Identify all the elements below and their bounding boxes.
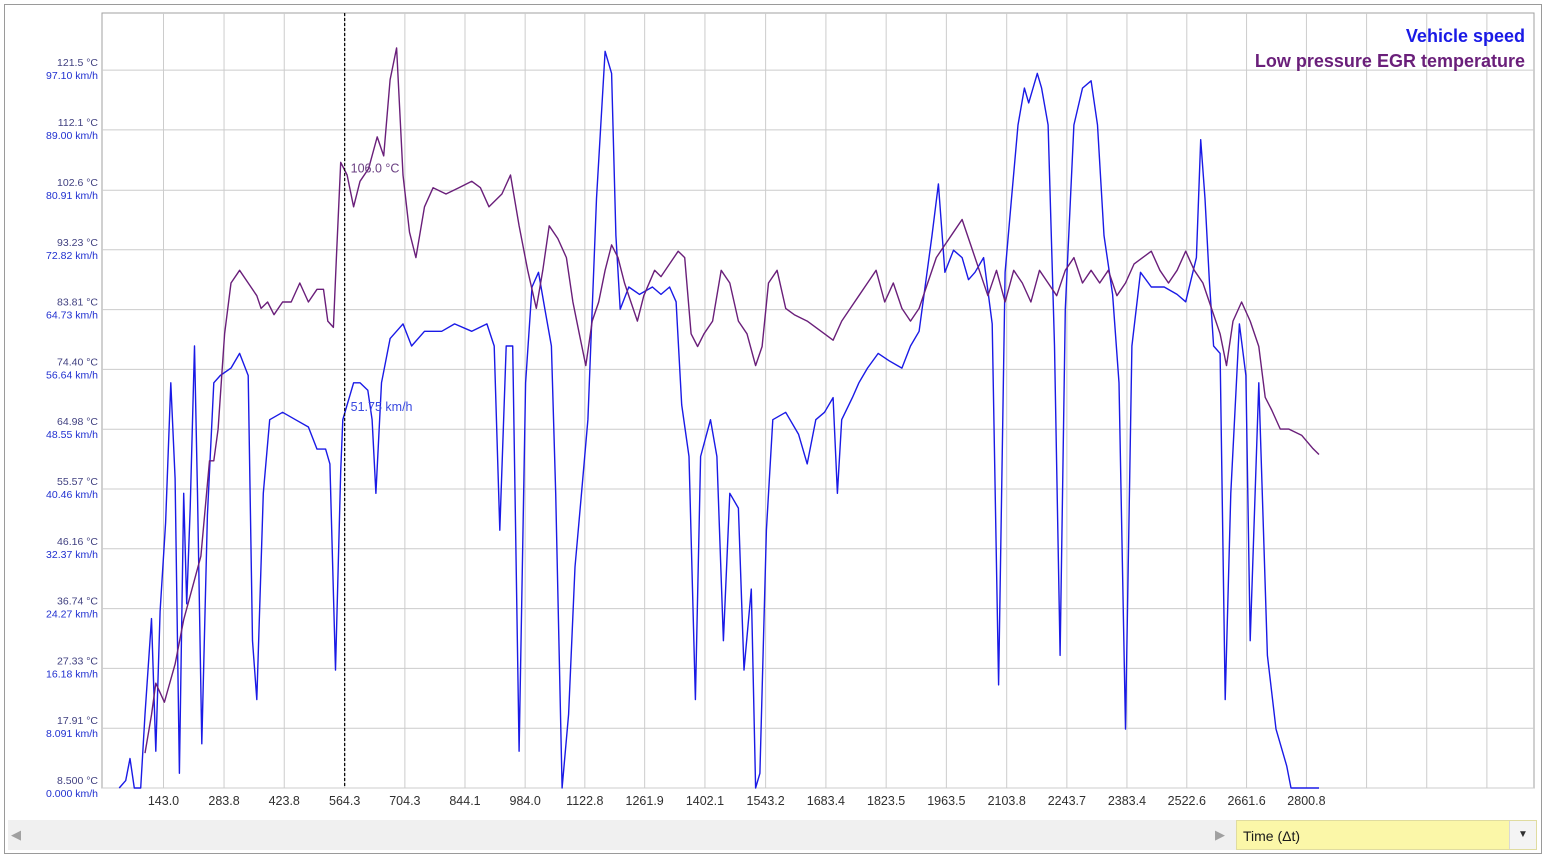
x-tick-label: 1122.8 <box>566 794 603 808</box>
y-tick-label-speed: 48.55 km/h <box>46 429 98 441</box>
cursor-label-temperature: 106.0 °C <box>351 162 400 176</box>
x-tick-label: 1543.2 <box>747 794 785 808</box>
chevron-down-icon[interactable]: ▼ <box>1509 821 1536 849</box>
y-tick-label-temperature: 46.16 °C <box>57 536 98 548</box>
x-tick-label: 1683.4 <box>807 794 845 808</box>
x-tick-label: 1261.9 <box>626 794 664 808</box>
x-tick-label: 2383.4 <box>1108 794 1146 808</box>
y-tick-label-temperature: 83.81 °C <box>57 297 98 309</box>
x-axis-selector-value: Time (Δt) <box>1243 828 1301 844</box>
x-tick-label: 423.8 <box>269 794 300 808</box>
x-tick-label: 844.1 <box>449 794 480 808</box>
y-tick-label-speed: 16.18 km/h <box>46 668 98 680</box>
series-egr-temperature <box>144 47 1320 754</box>
x-tick-label: 1963.5 <box>927 794 965 808</box>
y-tick-label-speed: 72.82 km/h <box>46 250 98 262</box>
y-tick-label-speed: 8.091 km/h <box>46 728 98 740</box>
x-tick-label: 704.3 <box>389 794 420 808</box>
x-tick-label: 984.0 <box>510 794 541 808</box>
y-tick-label-temperature: 27.33 °C <box>57 655 98 667</box>
cursor-label-speed: 51.75 km/h <box>351 400 413 414</box>
x-tick-label: 143.0 <box>148 794 179 808</box>
y-tick-label-speed: 24.27 km/h <box>46 609 98 621</box>
y-axis-ticks: 8.500 °C0.000 km/h 17.91 °C8.091 km/h 27.3… <box>46 57 98 800</box>
y-tick-label-speed: 97.10 km/h <box>46 70 98 82</box>
y-tick-label-temperature: 8.500 °C <box>57 775 98 787</box>
y-tick-label-speed: 0.000 km/h <box>46 788 98 800</box>
y-tick-label-speed: 64.73 km/h <box>46 310 98 322</box>
y-tick-label-temperature: 55.57 °C <box>57 476 98 488</box>
x-axis-selector[interactable]: Time (Δt) ▼ <box>1236 820 1537 850</box>
x-tick-label: 283.8 <box>208 794 239 808</box>
y-tick-label-temperature: 17.91 °C <box>57 715 98 727</box>
y-tick-label-temperature: 112.1 °C <box>58 117 99 129</box>
x-tick-label: 564.3 <box>329 794 360 808</box>
x-tick-label: 1402.1 <box>686 794 724 808</box>
y-tick-label-temperature: 121.5 °C <box>57 57 98 69</box>
y-tick-label-speed: 40.46 km/h <box>46 489 98 501</box>
x-tick-label: 2522.6 <box>1168 794 1206 808</box>
y-tick-label-speed: 56.64 km/h <box>46 369 98 381</box>
y-tick-label-speed: 32.37 km/h <box>46 549 98 561</box>
legend-vehicle-speed: Vehicle speed <box>1406 26 1525 46</box>
x-tick-label: 1823.5 <box>867 794 905 808</box>
cursor-layer[interactable]: 106.0 °C 51.75 km/h <box>344 13 413 788</box>
y-tick-label-temperature: 64.98 °C <box>57 416 98 428</box>
y-tick-label-temperature: 36.74 °C <box>57 596 98 608</box>
x-tick-label: 2661.6 <box>1227 794 1265 808</box>
y-tick-label-speed: 89.00 km/h <box>46 130 98 142</box>
y-tick-label-temperature: 74.40 °C <box>57 356 98 368</box>
series-vehicle-speed <box>118 50 1319 789</box>
legend-egr-temperature: Low pressure EGR temperature <box>1255 51 1525 71</box>
x-axis-ticks: 143.0 283.8 423.8 564.3 704.3 844.1 984.0 1122.… <box>148 794 1326 808</box>
x-tick-label: 2243.7 <box>1048 794 1086 808</box>
y-tick-label-temperature: 93.23 °C <box>57 237 98 249</box>
scroll-right-arrow-icon[interactable]: ▶ <box>1215 827 1225 842</box>
series-layer <box>118 47 1320 789</box>
plot-area[interactable] <box>101 12 1535 789</box>
y-tick-label-speed: 80.91 km/h <box>46 190 98 202</box>
scroll-left-arrow-icon[interactable]: ◀ <box>11 827 21 842</box>
horizontal-scrollbar[interactable] <box>8 820 1236 850</box>
y-tick-label-temperature: 102.6 °C <box>57 177 98 189</box>
x-tick-label: 2103.8 <box>988 794 1026 808</box>
x-tick-label: 2800.8 <box>1287 794 1325 808</box>
